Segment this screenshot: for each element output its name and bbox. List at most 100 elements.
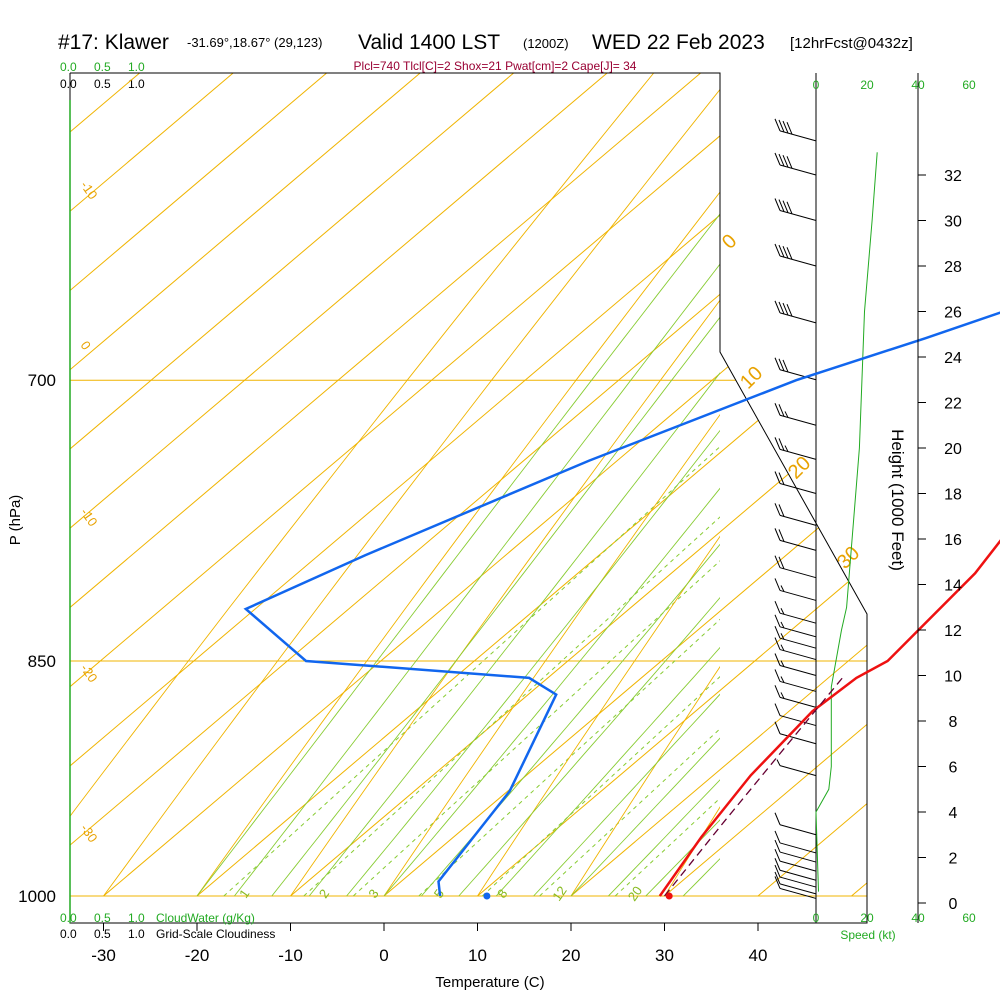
mixing-ratio-line bbox=[614, 797, 720, 897]
mixing-ratio-line bbox=[539, 728, 720, 897]
moist-adiabat bbox=[495, 646, 720, 897]
height-axis-label: Height (1000 Feet) bbox=[888, 429, 907, 571]
axes: 2503004005007008501000-30-20-10010203040… bbox=[18, 73, 962, 965]
speed-tick-top-2: 40 bbox=[911, 78, 925, 92]
adiabat-grid bbox=[70, 73, 720, 897]
wind-barb-half bbox=[780, 692, 785, 699]
temp-tick-30: 30 bbox=[655, 946, 674, 965]
dry-adiabat bbox=[196, 191, 720, 897]
isotherm-label: 0 bbox=[718, 230, 741, 253]
wind-barb bbox=[774, 243, 817, 267]
wind-barb-flag bbox=[786, 247, 793, 260]
cloudwater-scale-bottom-1: 0.5 bbox=[94, 911, 111, 925]
temp-tick--20: -20 bbox=[185, 946, 210, 965]
wind-barb-flag bbox=[782, 200, 789, 213]
wind-barb-staff bbox=[779, 665, 817, 676]
x-axis-label: Temperature (C) bbox=[435, 974, 544, 991]
wind-barb-staff bbox=[779, 733, 817, 745]
dry-adiabat bbox=[477, 535, 720, 897]
wind-barb-half bbox=[780, 676, 785, 683]
wind-barb bbox=[774, 703, 817, 727]
height-tick-14: 14 bbox=[944, 578, 962, 595]
speed-axis-label: Speed (kt) bbox=[840, 928, 895, 942]
wind-barb-staff bbox=[779, 483, 817, 494]
pressure-tick-850: 850 bbox=[28, 652, 56, 671]
speed-tick-top-1: 20 bbox=[860, 78, 874, 92]
wind-barb-half bbox=[780, 585, 785, 592]
wind-barb bbox=[774, 437, 817, 460]
wind-barb-flag bbox=[774, 871, 781, 885]
utc-time: (1200Z) bbox=[523, 36, 569, 51]
wind-barb-flag bbox=[774, 471, 781, 484]
wind-barb-staff bbox=[779, 715, 817, 727]
temp-tick-0: 0 bbox=[379, 946, 388, 965]
wind-barb-staff bbox=[779, 448, 817, 460]
wind-barb-flag bbox=[778, 119, 785, 133]
wind-barb-flag bbox=[774, 830, 781, 844]
wind-barb-flag bbox=[774, 578, 781, 591]
wind-barb bbox=[774, 626, 817, 649]
wind-barb-flag bbox=[774, 600, 781, 614]
wind-barb-flag bbox=[774, 528, 781, 541]
isotherm-label: 0 bbox=[78, 338, 94, 353]
wind-barb-flag bbox=[774, 721, 781, 734]
wind-barb-flag bbox=[774, 243, 781, 257]
parcel-path bbox=[663, 677, 843, 897]
wind-barb-half bbox=[780, 660, 785, 667]
isotherm-line bbox=[383, 73, 867, 897]
wind-barb-staff bbox=[779, 210, 817, 221]
wind-barb-flag bbox=[774, 357, 781, 370]
isotherm-label: 20 bbox=[784, 452, 815, 483]
wind-barb bbox=[774, 653, 817, 676]
wind-barb-half bbox=[780, 633, 785, 640]
wind-barb-staff bbox=[779, 637, 817, 649]
wind-barb-staff bbox=[779, 876, 817, 888]
forecast-date: WED 22 Feb 2023 bbox=[592, 31, 765, 54]
wind-barb-flag bbox=[774, 403, 781, 416]
cloudiness-label: Grid-Scale Cloudiness bbox=[156, 927, 275, 941]
wind-barb-staff bbox=[779, 824, 817, 836]
wind-barb-flag bbox=[786, 303, 793, 317]
wind-barb-staff bbox=[779, 869, 817, 881]
wind-barb-flag bbox=[774, 637, 781, 650]
isotherm-line bbox=[70, 73, 867, 897]
wind-barb-flag bbox=[778, 358, 785, 372]
wind-barb bbox=[774, 669, 817, 692]
wind-barb-flag bbox=[774, 858, 781, 871]
wind-barb bbox=[774, 600, 817, 624]
wind-barb-staff bbox=[779, 539, 817, 551]
wind-barb-flag bbox=[782, 246, 789, 259]
wind-barb-flag bbox=[774, 118, 781, 132]
wind-barb-flag bbox=[786, 121, 793, 135]
wind-barb-flag bbox=[774, 812, 781, 825]
wind-barb-staff bbox=[779, 696, 817, 708]
station-title: #17: Klawer bbox=[58, 31, 169, 54]
height-tick-10: 10 bbox=[944, 669, 962, 686]
wind-barb-flag bbox=[786, 201, 793, 214]
wind-barb-flag bbox=[782, 120, 789, 134]
isotherm-label: -10 bbox=[78, 505, 101, 529]
wind-barb-flag bbox=[774, 685, 781, 698]
wind-barb-flag bbox=[778, 438, 785, 451]
height-tick-26: 26 bbox=[944, 305, 962, 322]
speed-tick-bottom-3: 60 bbox=[962, 911, 976, 925]
profiles bbox=[243, 311, 1000, 900]
temp-tick-20: 20 bbox=[562, 946, 581, 965]
wind-barb-half bbox=[784, 411, 789, 418]
wind-barb-staff bbox=[779, 887, 817, 899]
wind-barb bbox=[774, 503, 817, 526]
wind-barb-staff bbox=[779, 567, 817, 579]
wind-barb-flag bbox=[774, 839, 781, 853]
cloudwater-scale-top-2: 1.0 bbox=[128, 60, 145, 74]
wind-barb-staff bbox=[779, 130, 817, 142]
dry-adiabat bbox=[103, 88, 720, 897]
speed-tick-top-0: 0 bbox=[813, 78, 820, 92]
wind-barb-staff bbox=[779, 312, 817, 324]
temperature-line bbox=[658, 539, 1000, 897]
wind-barb-staff bbox=[779, 255, 817, 267]
wind-barb-half bbox=[780, 621, 785, 629]
cloudiness-scale-top-1: 0.5 bbox=[94, 77, 111, 91]
wind-barb-staff bbox=[779, 860, 817, 872]
station-coords: -31.69°,18.67° (29,123) bbox=[187, 35, 322, 50]
